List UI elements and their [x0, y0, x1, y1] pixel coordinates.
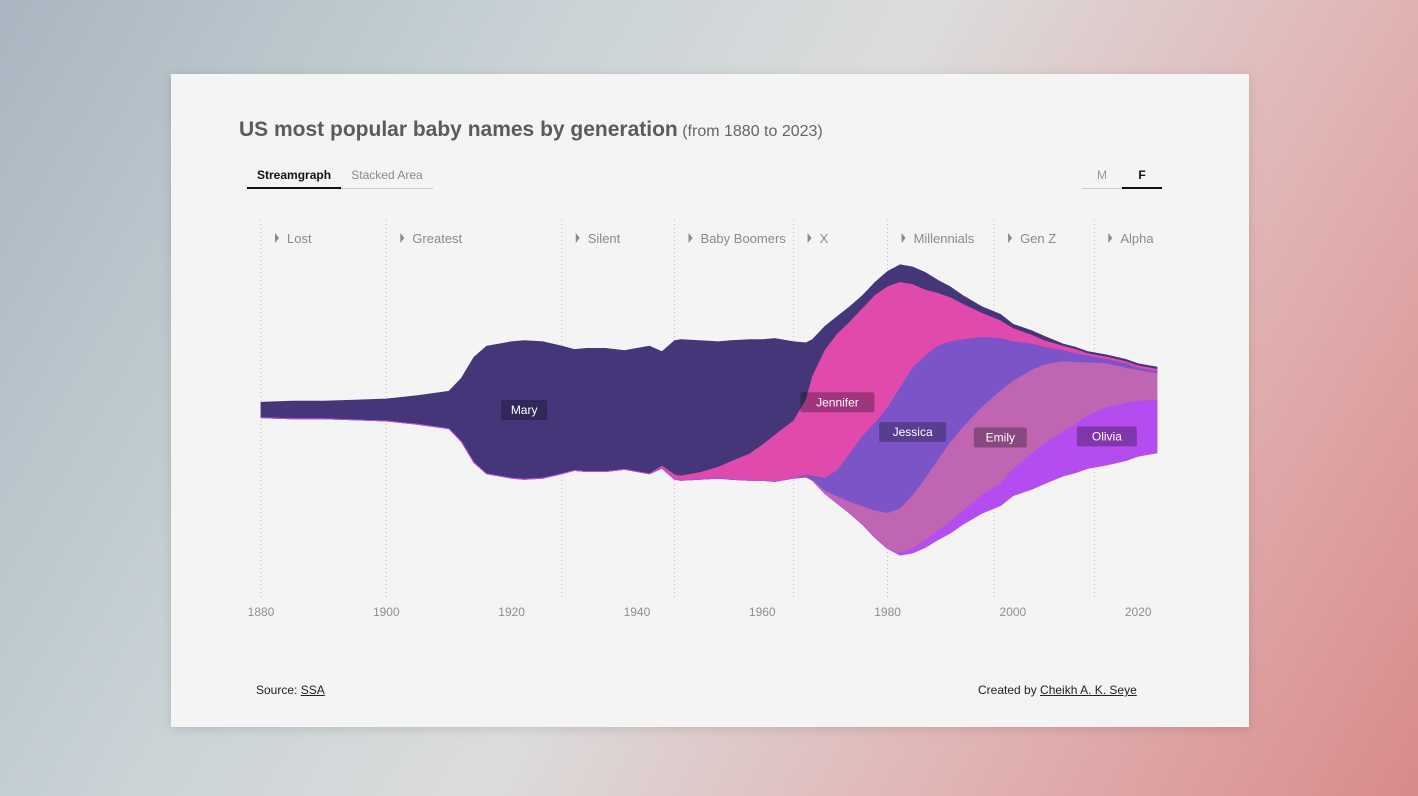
series-label-jessica: Jessica: [879, 422, 947, 442]
sex-button-f[interactable]: F: [1122, 166, 1162, 189]
series-label-emily: Emily: [973, 427, 1027, 448]
label-badge: [501, 400, 548, 420]
credit-link[interactable]: Cheikh A. K. Seye: [1040, 683, 1137, 697]
source-link[interactable]: SSA: [300, 683, 325, 697]
streamgraph-chart: Lost Greatest Silent Baby Boomers X Millennia…: [248, 220, 1158, 619]
sex-toggle: M F: [1082, 166, 1162, 189]
stream-layers: [260, 264, 1158, 556]
caret-right-icon: [575, 233, 580, 243]
label-badge: [800, 392, 875, 413]
chart-title: US most popular baby names by generation…: [239, 118, 823, 142]
generation-label: Greatest: [412, 231, 462, 246]
tab-stacked-area[interactable]: Stacked Area: [351, 168, 423, 182]
x-tick-label: 2020: [1125, 605, 1152, 619]
label-text: Mary: [511, 403, 538, 417]
generation-label: X: [820, 231, 829, 246]
chart-type-tabs: Streamgraph Stacked Area: [247, 166, 433, 189]
generation-markers: Lost Greatest Silent Baby Boomers X Millennia…: [260, 220, 1154, 599]
tab-streamgraph[interactable]: Streamgraph: [247, 166, 341, 189]
series-label-mary: Mary: [501, 400, 548, 420]
x-tick-label: 2000: [1000, 605, 1027, 619]
caret-right-icon: [400, 233, 405, 243]
caret-right-icon: [901, 233, 906, 243]
title-main: US most popular baby names by generation: [239, 118, 678, 141]
stream-olivia[interactable]: [260, 399, 1158, 556]
generation-label: Lost: [287, 231, 312, 246]
caret-right-icon: [1108, 233, 1113, 243]
label-text: Olivia: [1092, 429, 1122, 443]
footer-source: Source: SSA: [256, 683, 325, 697]
title-subtitle: (from 1880 to 2023): [682, 123, 823, 140]
generation-label: Millennials: [914, 231, 975, 246]
generation-label: Gen Z: [1020, 231, 1056, 246]
caret-right-icon: [688, 233, 693, 243]
label-badge: [1076, 426, 1137, 447]
x-tick-label: 1920: [498, 605, 525, 619]
x-axis-ticks: 1880 1900 1920 1940 1960 1980 2000 2020: [248, 605, 1152, 619]
x-tick-label: 1900: [373, 605, 400, 619]
series-label-olivia: Olivia: [1076, 426, 1137, 447]
chart-card: US most popular baby names by generation…: [171, 74, 1249, 727]
label-text: Jennifer: [816, 395, 859, 409]
label-text: Emily: [986, 431, 1015, 445]
series-label-jennifer: Jennifer: [800, 392, 875, 413]
caret-right-icon: [275, 233, 279, 243]
generation-label: Alpha: [1120, 231, 1154, 246]
generation-label: Baby Boomers: [701, 231, 787, 246]
source-prefix: Source:: [256, 683, 301, 697]
generation-label: Silent: [588, 231, 621, 246]
caret-right-icon: [1008, 233, 1013, 243]
x-tick-label: 1880: [248, 605, 275, 619]
caret-right-icon: [807, 233, 812, 243]
x-tick-label: 1940: [624, 605, 651, 619]
label-badge: [879, 422, 947, 442]
sex-button-m[interactable]: M: [1097, 168, 1107, 182]
label-badge: [973, 427, 1027, 448]
x-tick-label: 1980: [874, 605, 901, 619]
label-text: Jessica: [893, 425, 933, 439]
series-labels: Mary Jennifer Jessica Emily Olivia: [501, 392, 1137, 448]
x-tick-label: 1960: [749, 605, 776, 619]
credit-prefix: Created by: [978, 683, 1041, 697]
footer-credit: Created by Cheikh A. K. Seye: [978, 683, 1137, 697]
